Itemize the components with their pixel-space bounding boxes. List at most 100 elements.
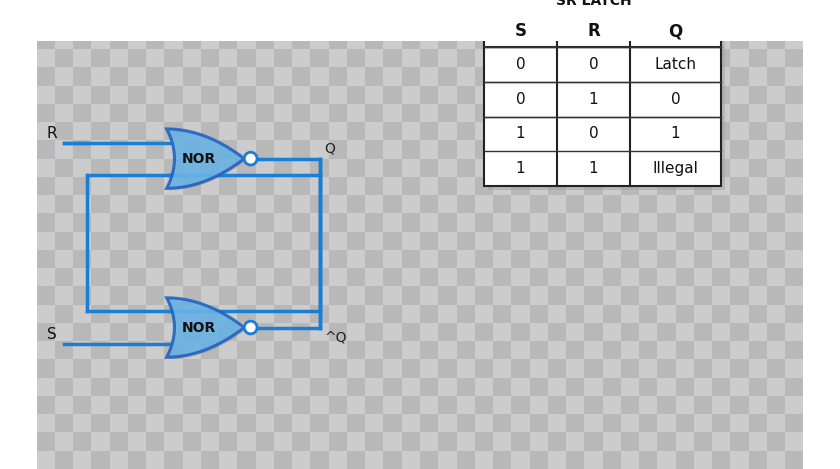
Bar	[658, 341, 675, 359]
Bar	[529, 195, 548, 213]
Bar	[182, 341, 201, 359]
Bar	[658, 378, 675, 396]
Bar	[128, 104, 146, 122]
Bar	[658, 414, 675, 432]
Bar	[566, 359, 585, 378]
Text: 0: 0	[516, 57, 525, 72]
Bar	[694, 195, 712, 213]
Bar	[748, 49, 767, 68]
Bar	[639, 86, 658, 104]
Bar	[456, 140, 475, 159]
Bar	[201, 341, 219, 359]
Bar	[128, 323, 146, 341]
Bar	[402, 31, 420, 49]
Bar	[37, 396, 55, 414]
Bar	[694, 341, 712, 359]
Bar	[201, 177, 219, 195]
Bar	[748, 305, 767, 323]
Bar	[529, 213, 548, 232]
Bar	[311, 232, 328, 250]
Bar	[365, 49, 384, 68]
Bar	[675, 378, 694, 396]
Bar	[602, 250, 621, 268]
Bar	[639, 104, 658, 122]
Bar	[92, 140, 110, 159]
Bar	[238, 68, 255, 86]
Bar	[365, 250, 384, 268]
Bar	[365, 341, 384, 359]
Bar	[475, 213, 493, 232]
Bar	[365, 86, 384, 104]
Bar	[402, 177, 420, 195]
Bar	[347, 195, 365, 213]
Bar	[292, 159, 311, 177]
Bar	[311, 432, 328, 451]
Bar	[292, 414, 311, 432]
Bar	[384, 31, 402, 49]
Bar	[456, 305, 475, 323]
Bar	[238, 250, 255, 268]
Bar	[255, 104, 274, 122]
Bar	[475, 378, 493, 396]
Bar	[512, 49, 529, 68]
Bar	[110, 122, 128, 140]
Bar	[128, 305, 146, 323]
Bar	[365, 378, 384, 396]
Bar	[128, 396, 146, 414]
Bar	[730, 232, 748, 250]
Bar	[128, 250, 146, 268]
Bar	[694, 177, 712, 195]
Bar	[512, 31, 529, 49]
Bar	[384, 396, 402, 414]
Bar	[311, 86, 328, 104]
Bar	[146, 378, 165, 396]
Bar	[566, 378, 585, 396]
Bar	[566, 31, 585, 49]
Bar	[694, 86, 712, 104]
Bar	[767, 177, 785, 195]
Bar	[658, 86, 675, 104]
Bar	[475, 250, 493, 268]
Bar	[128, 195, 146, 213]
Bar	[456, 68, 475, 86]
Bar	[621, 177, 639, 195]
Bar	[384, 268, 402, 287]
Bar	[92, 177, 110, 195]
Bar	[585, 359, 602, 378]
Bar	[512, 323, 529, 341]
Bar	[566, 86, 585, 104]
Bar	[529, 140, 548, 159]
Bar	[438, 432, 456, 451]
Bar	[658, 140, 675, 159]
Bar	[548, 195, 566, 213]
Bar	[274, 414, 292, 432]
Text: 1: 1	[671, 127, 680, 142]
Bar	[785, 104, 803, 122]
Bar	[274, 122, 292, 140]
Bar	[658, 451, 675, 469]
Bar	[55, 49, 73, 68]
Bar	[128, 378, 146, 396]
Bar	[347, 31, 365, 49]
Bar	[748, 396, 767, 414]
Bar	[785, 396, 803, 414]
Bar	[712, 378, 730, 396]
Bar	[238, 268, 255, 287]
Bar	[292, 195, 311, 213]
Bar	[219, 287, 238, 305]
Bar	[658, 396, 675, 414]
Bar	[182, 122, 201, 140]
Text: 0: 0	[516, 92, 525, 107]
Bar	[402, 140, 420, 159]
Bar	[311, 104, 328, 122]
Bar	[347, 250, 365, 268]
Bar	[255, 122, 274, 140]
Bar	[110, 213, 128, 232]
Bar	[748, 359, 767, 378]
Bar	[165, 177, 182, 195]
Bar	[767, 341, 785, 359]
Bar	[438, 213, 456, 232]
Bar	[347, 213, 365, 232]
Bar	[639, 232, 658, 250]
Bar	[292, 177, 311, 195]
